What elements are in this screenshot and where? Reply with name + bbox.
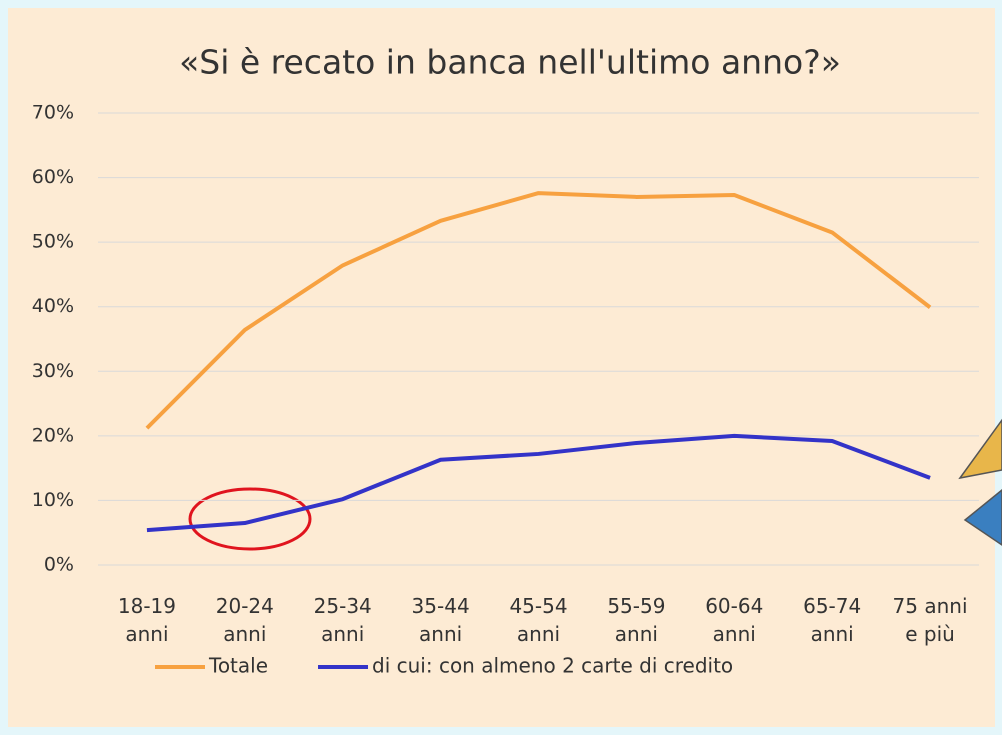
y-tick-label: 10% — [32, 489, 74, 511]
legend-label: di cui: con almeno 2 carte di credito — [372, 654, 733, 678]
x-tick-label: 35-44 anni — [399, 592, 483, 648]
x-tick-label: 60-64 anni — [692, 592, 776, 648]
y-tick-label: 60% — [32, 166, 74, 188]
clipart — [960, 420, 1002, 545]
card-icon — [965, 490, 1002, 545]
x-tick-label: 18-19 anni — [105, 592, 189, 648]
x-tick-label: 20-24 anni — [203, 592, 287, 648]
legend-label: Totale — [208, 654, 268, 678]
y-tick-label: 40% — [32, 295, 74, 317]
x-tick-label: 65-74 anni — [790, 592, 874, 648]
x-tick-label: 55-59 anni — [594, 592, 678, 648]
highlight-ellipse — [190, 489, 310, 549]
chart-title: «Si è recato in banca nell'ultimo anno?» — [179, 43, 841, 82]
y-tick-label: 20% — [32, 424, 74, 446]
series-line — [147, 193, 930, 428]
page: {"chart_data": {"type": "line", "title":… — [0, 0, 1002, 735]
y-tick-label: 0% — [44, 554, 74, 576]
x-tick-label: 45-54 anni — [497, 592, 581, 648]
card-icon — [960, 420, 1002, 478]
x-tick-label: 25-34 anni — [301, 592, 385, 648]
y-tick-label: 50% — [32, 231, 74, 253]
series-line — [147, 436, 930, 530]
x-tick-label: 75 anni e più — [888, 592, 972, 648]
y-tick-label: 30% — [32, 360, 74, 382]
y-tick-label: 70% — [32, 102, 74, 124]
